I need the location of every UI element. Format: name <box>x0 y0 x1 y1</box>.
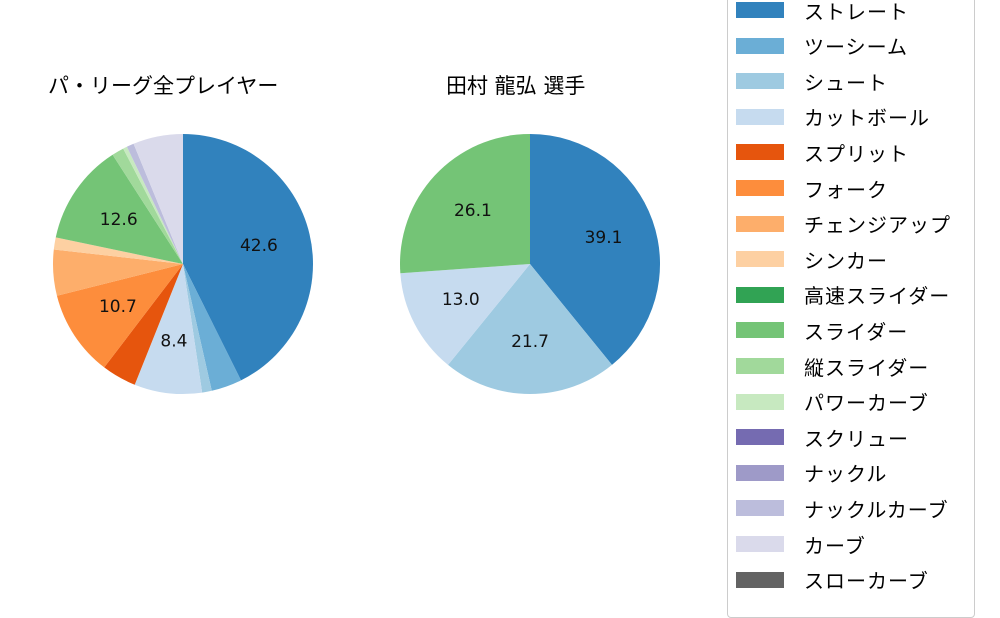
legend-swatch <box>736 358 784 374</box>
legend-label: ストレート <box>804 0 909 24</box>
legend-swatch <box>736 37 784 54</box>
pie-slice-シュート <box>183 264 212 393</box>
legend-item: 高速スライダー <box>736 277 950 313</box>
legend-swatch <box>736 571 784 588</box>
legend-label: ナックル <box>804 462 888 487</box>
legend-swatch <box>736 251 784 268</box>
legend-item: スクリュー <box>736 419 909 455</box>
legend-swatch <box>736 322 784 339</box>
slice-value-label: 8.4 <box>160 331 187 351</box>
pie-slice-ストレート <box>530 134 660 365</box>
legend-item: スライダー <box>736 312 908 348</box>
legend-label: 縦スライダー <box>804 355 930 380</box>
pie-slice-縦スライダー <box>112 148 183 264</box>
legend-label: カーブ <box>804 533 866 558</box>
legend-item: ツーシーム <box>736 28 908 64</box>
legend-swatch <box>736 2 784 18</box>
slice-value-label: 26.1 <box>454 201 492 221</box>
legend-swatch <box>736 73 784 90</box>
legend-swatch <box>736 536 784 552</box>
pie-slice-スライダー <box>55 154 183 264</box>
legend-item: 縦スライダー <box>736 348 929 384</box>
legend-item: スローカーブ <box>736 562 929 598</box>
legend-label: フォーク <box>804 177 888 202</box>
legend-label: ツーシーム <box>804 35 908 60</box>
pie-slice-スライダー <box>400 134 530 274</box>
legend-swatch <box>736 429 784 446</box>
legend-swatch <box>736 180 784 196</box>
legend-item: フォーク <box>736 170 888 206</box>
legend-label: パワーカーブ <box>804 391 929 416</box>
legend-item: カットボール <box>736 99 930 135</box>
legend-label: スローカーブ <box>804 569 929 594</box>
slice-value-label: 10.7 <box>99 297 137 317</box>
legend-label: スクリュー <box>804 426 909 451</box>
legend-swatch <box>736 144 784 161</box>
pie-slice-シンカー <box>53 237 183 264</box>
slice-value-label: 13.0 <box>442 290 480 310</box>
legend-item: ナックル <box>736 455 887 491</box>
legend-label: 高速スライダー <box>804 284 951 309</box>
legend-label: スライダー <box>804 319 909 344</box>
left-chart-title: パ・リーグ全プレイヤー <box>48 74 279 98</box>
slice-value-label: 42.6 <box>240 236 278 256</box>
left-pie-chart: 42.6 8.4 10.7 12.6 <box>52 134 314 394</box>
right-pie-chart: 39.1 21.7 13.0 26.1 <box>400 134 660 394</box>
legend-label: カットボール <box>804 106 930 131</box>
pie-slice-ストレート <box>183 134 314 381</box>
pie-slice-ナックルカーブ <box>126 143 183 264</box>
pie-slice-カットボール <box>400 264 530 365</box>
legend-swatch <box>736 286 784 303</box>
legend-swatch <box>736 215 784 232</box>
legend-item: シンカー <box>736 241 888 277</box>
pie-slice-スプリット <box>104 264 183 385</box>
legend-item: シュート <box>736 63 888 99</box>
pie-slice-カーブ <box>133 134 183 264</box>
legend-item: スプリット <box>736 134 909 170</box>
legend-item: パワーカーブ <box>736 384 929 420</box>
legend-item: ストレート <box>736 0 909 28</box>
pie-slice-カットボール <box>134 264 203 394</box>
legend: ストレートツーシームシュートカットボール スプリットフォークチェンジアップ シンカー… <box>727 0 975 618</box>
pie-slice-ツーシーム <box>183 264 241 391</box>
legend-item: ナックルカーブ <box>736 490 949 526</box>
legend-label: ナックルカーブ <box>804 497 949 522</box>
right-chart-title: 田村 龍弘 選手 <box>446 74 586 98</box>
legend-swatch <box>736 393 784 410</box>
legend-label: スプリット <box>804 141 909 166</box>
legend-label: シンカー <box>804 248 888 273</box>
pie-slice-パワーカーブ <box>123 146 183 264</box>
pie-slice-フォーク <box>56 264 184 368</box>
slice-value-label: 39.1 <box>585 228 623 248</box>
slice-value-label: 21.7 <box>511 332 549 352</box>
legend-swatch <box>736 108 784 125</box>
legend-item: チェンジアップ <box>736 206 951 242</box>
pie-slice-チェンジアップ <box>52 249 183 296</box>
legend-swatch <box>736 464 784 481</box>
legend-item: カーブ <box>736 526 866 562</box>
slice-value-label: 12.6 <box>100 210 138 230</box>
legend-label: チェンジアップ <box>804 213 951 238</box>
legend-swatch <box>736 500 784 517</box>
pie-slice-シュート <box>448 264 612 394</box>
legend-label: シュート <box>804 70 888 95</box>
